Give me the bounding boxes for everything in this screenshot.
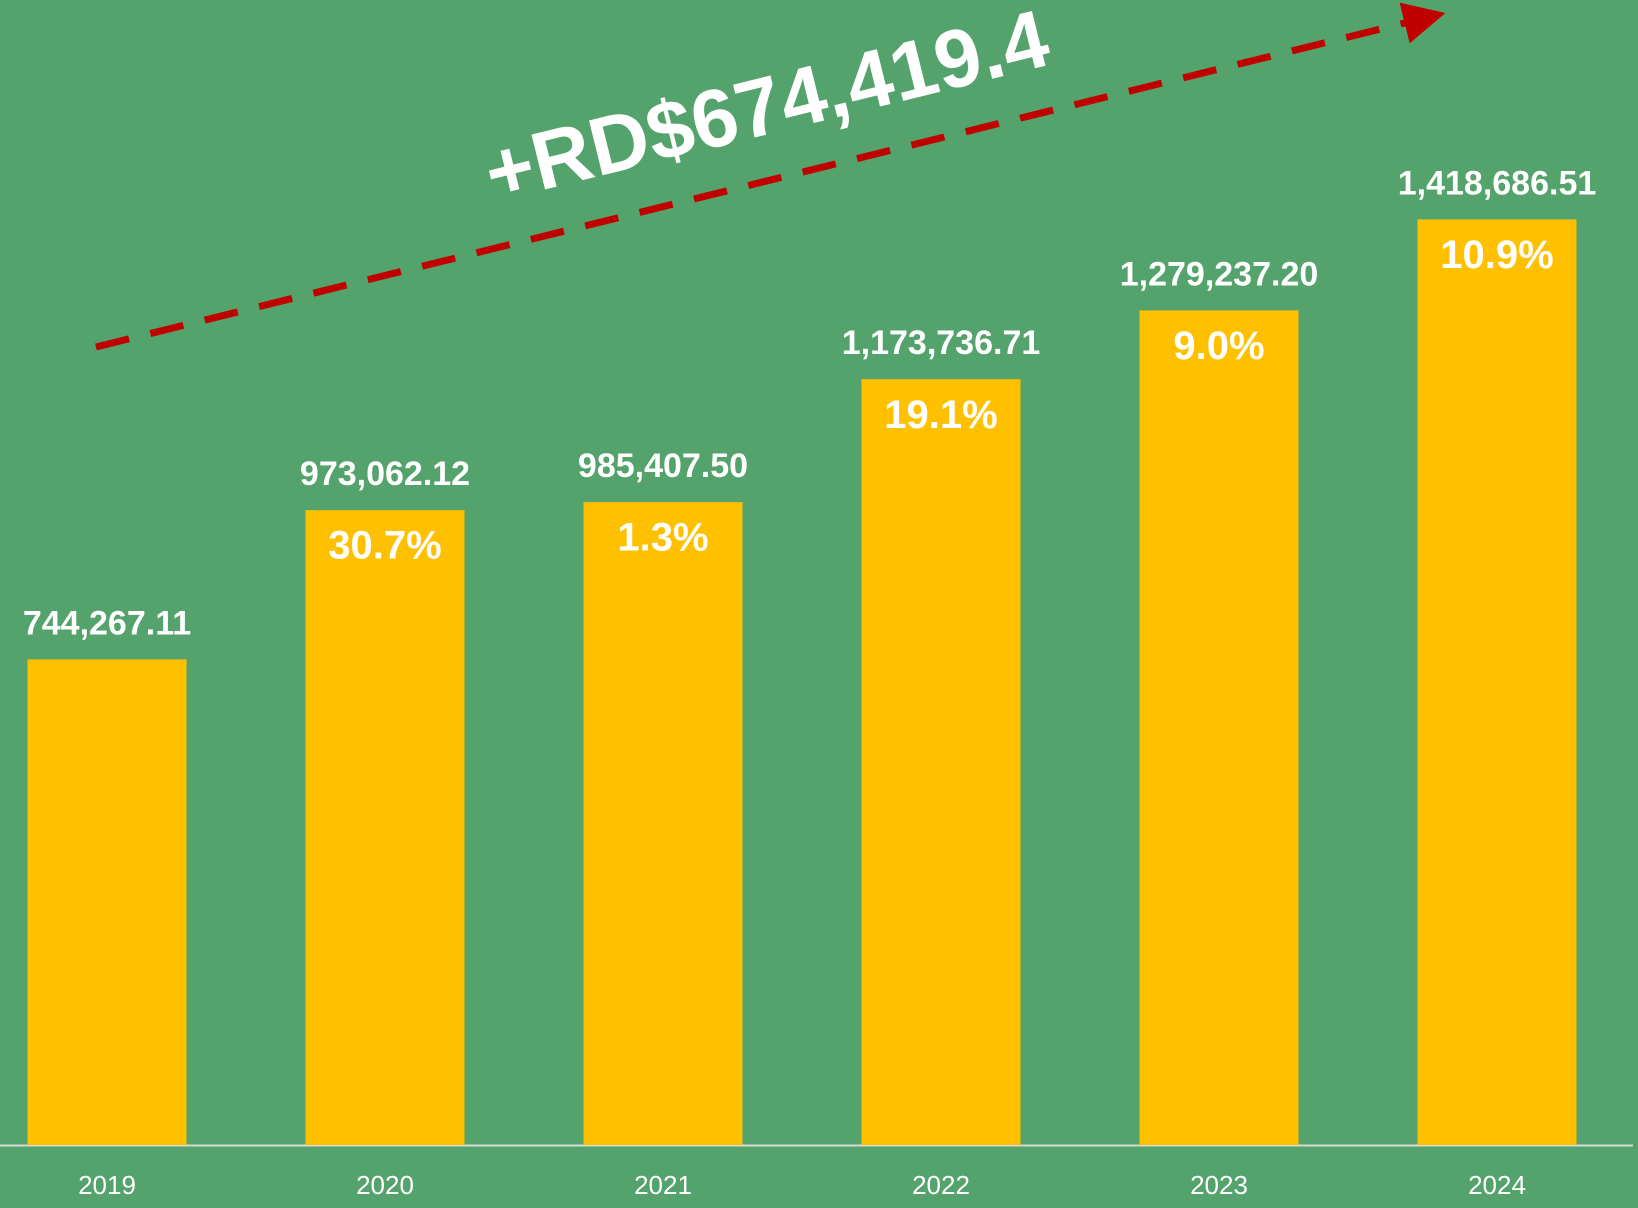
bar xyxy=(1417,219,1577,1145)
x-tick-label: 2020 xyxy=(356,1170,414,1200)
value-label: 985,407.50 xyxy=(578,447,748,485)
growth-label: 1.3% xyxy=(617,516,708,560)
bar xyxy=(1139,310,1299,1145)
trend-arrow xyxy=(95,2,1446,351)
value-label: 1,279,237.20 xyxy=(1120,255,1319,293)
value-label: 973,062.12 xyxy=(300,455,470,493)
bar xyxy=(305,510,465,1145)
growth-label: 9.0% xyxy=(1173,324,1264,368)
value-label: 1,173,736.71 xyxy=(842,324,1041,362)
bar xyxy=(27,659,187,1145)
x-tick-label: 2019 xyxy=(78,1170,136,1200)
x-tick-label: 2023 xyxy=(1190,1170,1248,1200)
x-tick-label: 2021 xyxy=(634,1170,692,1200)
bar xyxy=(861,379,1021,1145)
growth-label: 30.7% xyxy=(328,524,441,568)
x-tick-label: 2022 xyxy=(912,1170,970,1200)
bar xyxy=(583,502,743,1145)
growth-label: 19.1% xyxy=(884,393,997,437)
value-label: 744,267.11 xyxy=(23,604,191,642)
x-tick-label: 2024 xyxy=(1468,1170,1526,1200)
value-label: 1,418,686.51 xyxy=(1398,164,1597,202)
growth-label: 10.9% xyxy=(1440,233,1553,277)
